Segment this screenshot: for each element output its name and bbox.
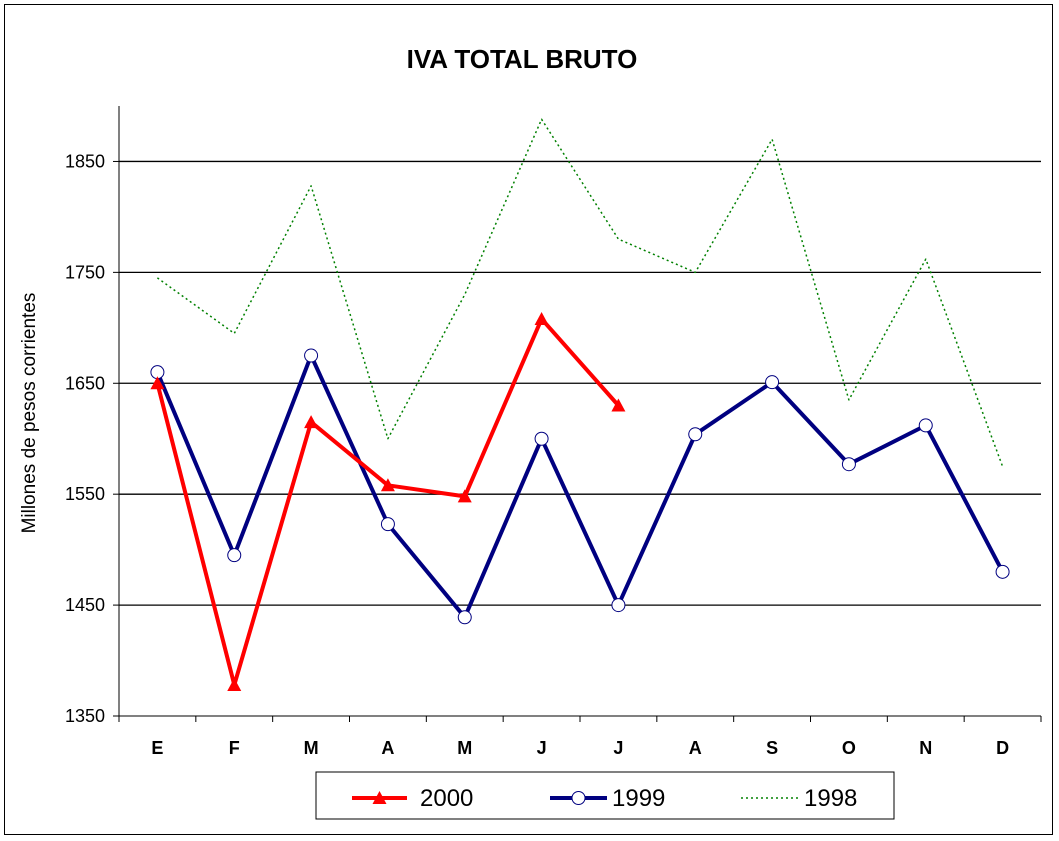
x-tick-label: A <box>689 738 702 758</box>
data-point-1999 <box>380 517 395 532</box>
data-point-2000 <box>150 376 165 390</box>
data-point-1999 <box>841 457 856 472</box>
chart-title: IVA TOTAL BRUTO <box>407 44 638 74</box>
x-tick-label: M <box>304 738 319 758</box>
y-tick-label: 1650 <box>65 373 105 393</box>
data-point-2000 <box>380 478 395 492</box>
legend-marker-2000 <box>372 791 387 804</box>
data-point-1999 <box>995 564 1010 579</box>
x-tick-label: E <box>151 738 163 758</box>
series-layer <box>150 118 1010 691</box>
y-tick-label: 1550 <box>65 484 105 504</box>
x-tick-label: A <box>381 738 394 758</box>
series-line-1998 <box>156 118 1004 467</box>
data-point-2000 <box>611 398 626 412</box>
x-tick-label: D <box>996 738 1009 758</box>
data-point-1999 <box>611 598 626 613</box>
x-tick-label: J <box>537 738 547 758</box>
y-tick-label: 1850 <box>65 151 105 171</box>
data-point-2000 <box>457 489 472 503</box>
data-point-1999 <box>227 548 242 563</box>
legend-label-1999: 1999 <box>612 785 665 812</box>
legend: 2000 1999 1998 <box>315 771 895 820</box>
series-line-1999 <box>155 353 1005 620</box>
y-tick-label: 1750 <box>65 262 105 282</box>
y-tick-label: 1450 <box>65 595 105 615</box>
data-point-2000 <box>304 415 319 429</box>
y-axis-label: Millones de pesos corrientes <box>19 293 40 534</box>
axes: 1350 1450 1550 1650 1750 1850 E F M A M J J A S O N D <box>65 106 1042 758</box>
x-tick-label: S <box>766 738 778 758</box>
y-tick-label: 1350 <box>65 706 105 726</box>
data-point-1999 <box>765 375 780 390</box>
data-point-1999 <box>304 348 319 363</box>
x-tick-label: N <box>919 738 932 758</box>
legend-box <box>315 771 895 820</box>
series-line-2000 <box>155 316 620 687</box>
data-point-1999 <box>688 427 703 442</box>
x-tick-label: M <box>457 738 472 758</box>
x-tick-label: O <box>842 738 856 758</box>
data-point-2000 <box>227 677 242 691</box>
data-point-1999 <box>457 610 472 625</box>
legend-marker-1999 <box>571 791 586 805</box>
chart-frame <box>4 4 1053 835</box>
data-point-1999 <box>534 431 549 446</box>
data-point-1999 <box>918 418 933 433</box>
legend-label-1998: 1998 <box>804 785 857 812</box>
x-tick-label: F <box>229 738 240 758</box>
gridlines <box>119 160 1041 606</box>
legend-label-2000: 2000 <box>420 785 473 812</box>
data-point-2000 <box>534 311 549 325</box>
x-tick-label: J <box>613 738 623 758</box>
